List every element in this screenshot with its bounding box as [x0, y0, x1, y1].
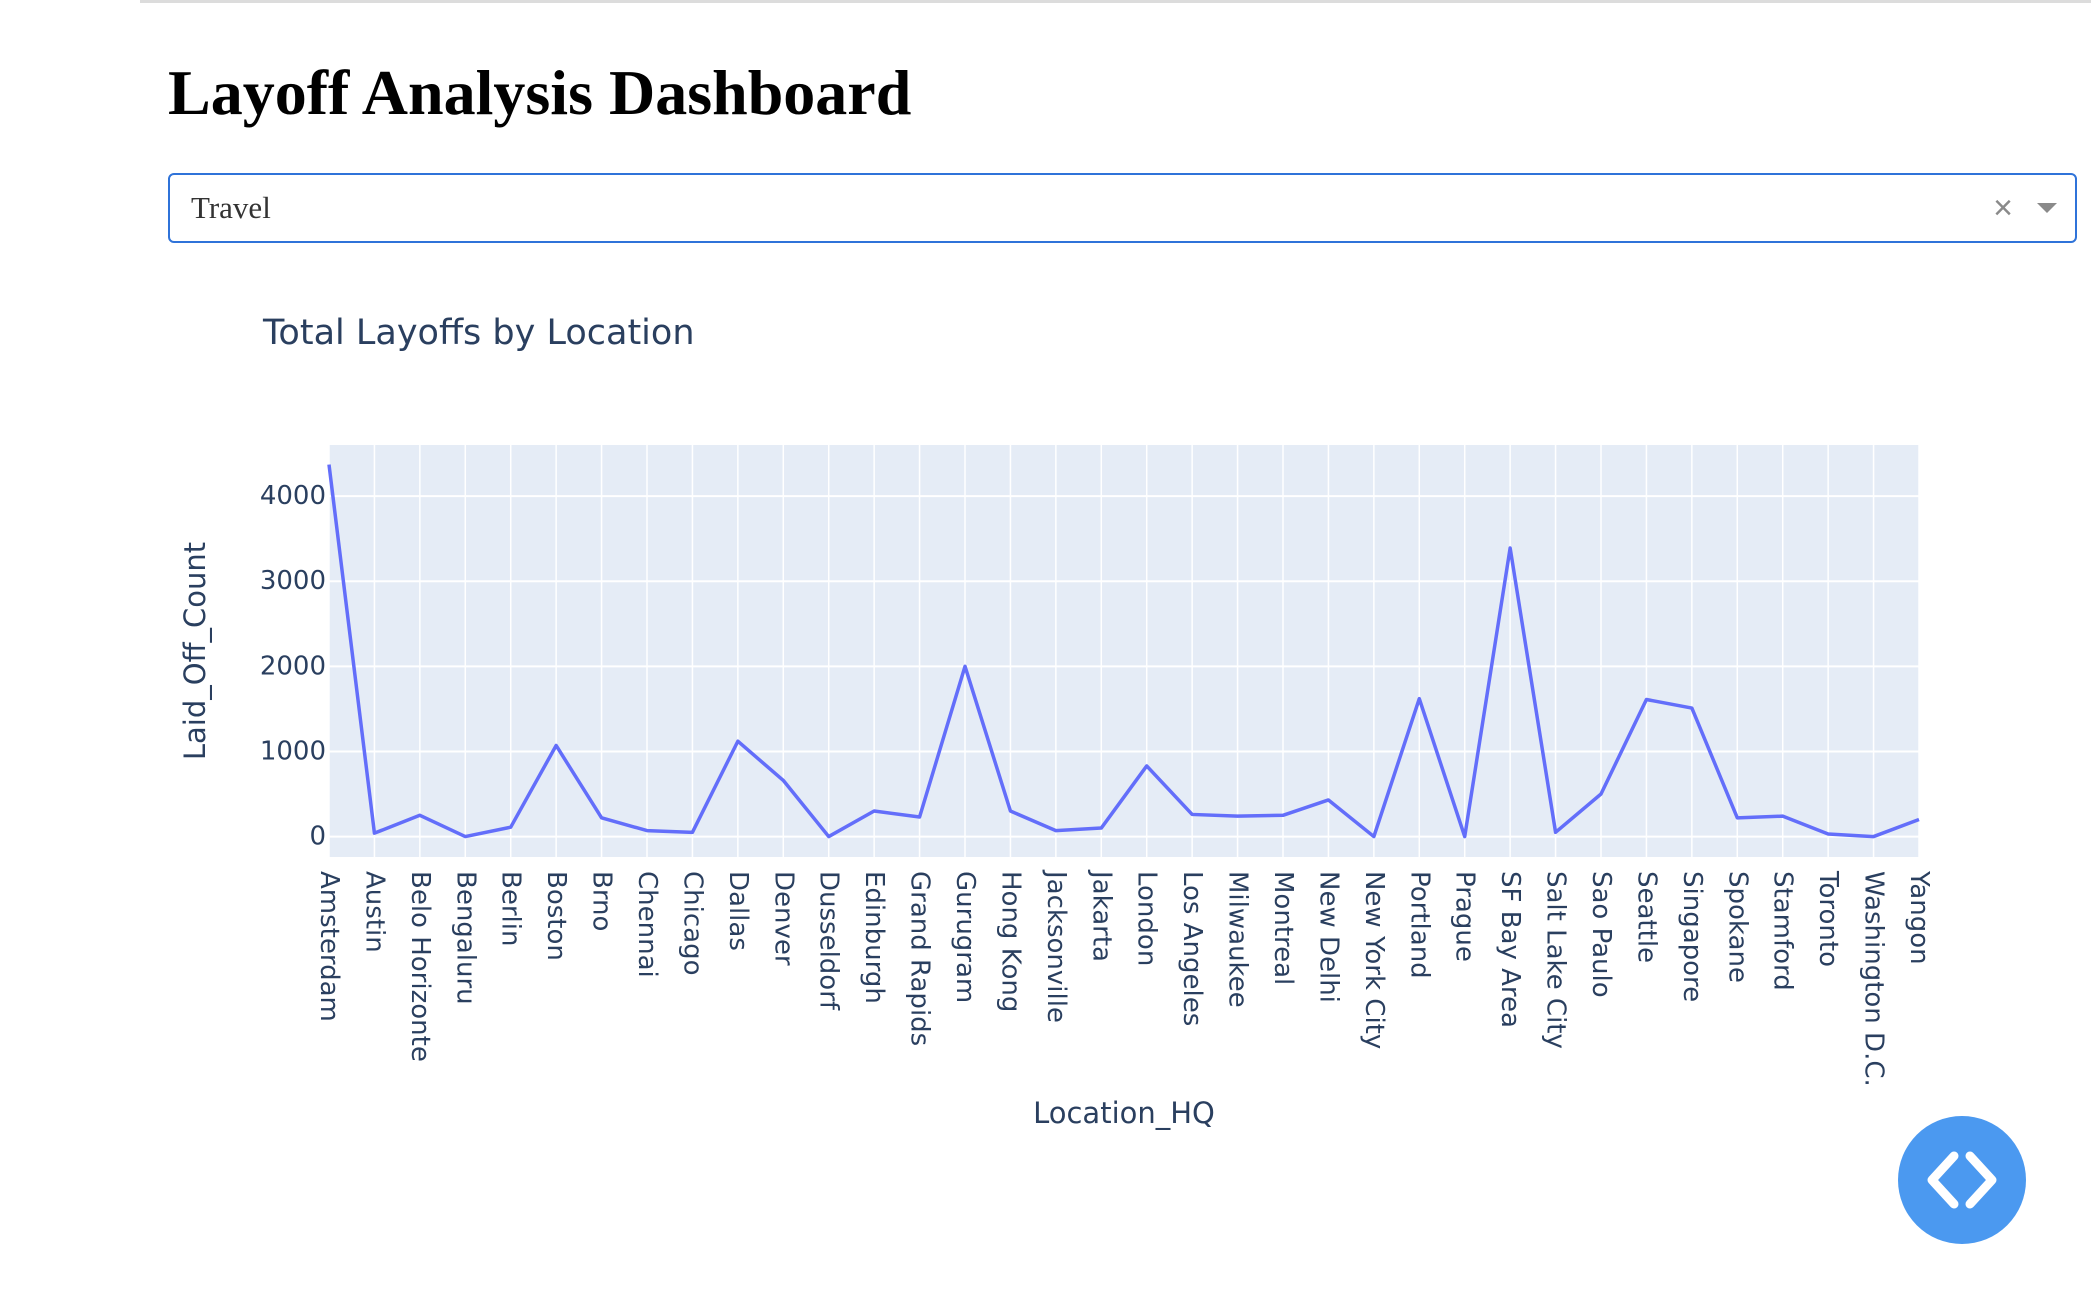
- x-tick-label: Jacksonville: [1041, 869, 1071, 1023]
- x-tick-label: Brno: [587, 871, 617, 931]
- dropdown-selected-value: Travel: [191, 190, 271, 225]
- x-tick-label: Spokane: [1722, 871, 1752, 983]
- x-tick-label: Bengaluru: [450, 871, 480, 1005]
- x-tick-label: Austin: [359, 871, 389, 953]
- x-tick-label: Chicago: [677, 871, 707, 976]
- x-axis-label: Location_HQ: [1033, 1096, 1215, 1130]
- x-tick-label: Berlin: [496, 871, 526, 946]
- x-tick-label: Toronto: [1813, 870, 1843, 967]
- x-tick-label: Denver: [768, 871, 798, 966]
- y-tick-labels: 0 1000 2000 3000 4000: [260, 481, 326, 851]
- y-tick-label: 3000: [260, 566, 326, 596]
- chevron-down-icon[interactable]: [2037, 203, 2057, 213]
- x-tick-label: Hong Kong: [995, 871, 1025, 1012]
- top-rule: [140, 0, 2091, 3]
- y-tick-label: 0: [309, 822, 326, 852]
- x-tick-label: Boston: [541, 871, 571, 961]
- x-tick-label: Washington D.C.: [1859, 871, 1889, 1087]
- code-icon: [1927, 1151, 1997, 1209]
- x-tick-label: Amsterdam: [314, 871, 344, 1022]
- x-tick-label: Grand Rapids: [905, 871, 935, 1046]
- x-tick-label: Yangon: [1904, 870, 1934, 965]
- y-gridlines: [329, 495, 1919, 838]
- x-tick-label: Belo Horizonte: [405, 871, 435, 1062]
- industry-dropdown[interactable]: Travel ×: [168, 173, 2077, 243]
- code-toggle-button[interactable]: [1898, 1116, 2026, 1244]
- x-tick-label: Dusseldorf: [814, 871, 844, 1011]
- page-title: Layoff Analysis Dashboard: [168, 57, 912, 128]
- y-tick-label: 4000: [260, 481, 326, 511]
- x-tick-label: Sao Paulo: [1586, 871, 1616, 998]
- chart-title: Total Layoffs by Location: [262, 313, 695, 353]
- x-tick-label: New York City: [1359, 871, 1389, 1049]
- x-tick-label: Jakarta: [1086, 869, 1116, 962]
- x-gridlines: [328, 445, 1920, 857]
- y-tick-label: 1000: [260, 736, 326, 766]
- x-tick-label: Stamford: [1768, 871, 1798, 991]
- x-tick-label: Prague: [1450, 871, 1480, 962]
- x-tick-label: Milwaukee: [1223, 871, 1253, 1008]
- series-line: [327, 464, 1920, 839]
- x-tick-label: Singapore: [1677, 871, 1707, 1002]
- x-tick-label: Portland: [1404, 871, 1434, 979]
- x-tick-label: Chennai: [632, 871, 662, 978]
- x-tick-labels: Amsterdam Austin Belo Horizonte Bengaluru Be…: [314, 869, 1934, 1087]
- x-tick-label: Los Angeles: [1177, 871, 1207, 1026]
- layoffs-line-chart: Total Layoffs by Location 0 1000 2000 3000 4…: [178, 313, 1934, 1130]
- x-tick-label: Gurugram: [950, 871, 980, 1003]
- y-tick-label: 2000: [260, 651, 326, 681]
- x-tick-label: SF Bay Area: [1495, 871, 1525, 1028]
- x-tick-label: Salt Lake City: [1541, 871, 1571, 1049]
- clear-icon[interactable]: ×: [1993, 189, 2013, 227]
- y-axis-label: Laid_Off_Count: [178, 542, 212, 760]
- x-tick-label: Montreal: [1268, 871, 1298, 985]
- x-tick-label: Seattle: [1631, 871, 1661, 963]
- x-tick-label: Dallas: [723, 871, 753, 951]
- x-tick-label: New Delhi: [1313, 871, 1343, 1003]
- x-tick-label: Edinburgh: [859, 871, 889, 1004]
- x-tick-label: London: [1132, 871, 1162, 966]
- plot-area: [329, 445, 1919, 857]
